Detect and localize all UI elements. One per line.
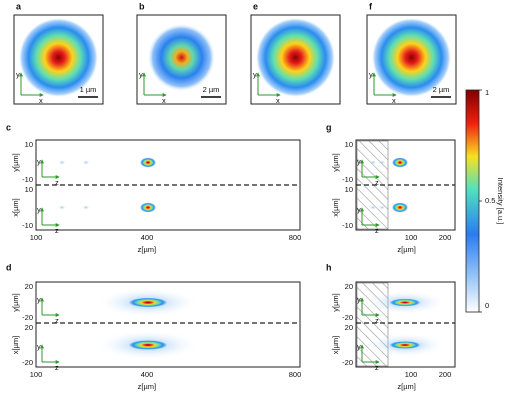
- beam-spot: [140, 202, 156, 213]
- x-tick-label: 100: [405, 370, 418, 379]
- beam-spot: [255, 17, 336, 98]
- scale-label: 2 µm: [203, 85, 220, 94]
- axis-letter: y: [369, 70, 373, 79]
- y-tick-label: -10: [22, 175, 33, 184]
- y-tick-label: 20: [345, 282, 353, 291]
- axis-letter: y: [357, 205, 361, 214]
- beam-faint: [58, 160, 66, 165]
- panel-label: e: [253, 1, 258, 11]
- axis-title: x[µm]: [11, 198, 20, 217]
- colorbar-tick-label: 1: [485, 88, 489, 97]
- panel-label: b: [139, 1, 145, 11]
- panel-label: g: [326, 122, 332, 132]
- axis-title: x[µm]: [331, 198, 340, 217]
- beam-spot: [128, 297, 168, 308]
- x-tick-label: 100: [405, 233, 418, 242]
- x-tick-label: 800: [289, 233, 302, 242]
- panel-label: d: [6, 262, 12, 272]
- x-tick-label: 100: [30, 233, 43, 242]
- colorbar-label: Intensity [a.u.]: [496, 178, 505, 225]
- axis-letter: y: [139, 70, 143, 79]
- beam-faint: [378, 205, 386, 210]
- axis-title: x[µm]: [11, 336, 20, 355]
- x-tick-label: 200: [439, 233, 452, 242]
- y-tick-label: 20: [25, 282, 33, 291]
- axis-letter: z: [55, 226, 59, 235]
- beam-spot: [18, 17, 99, 98]
- axis-letter: y: [253, 70, 257, 79]
- beam-faint: [369, 160, 377, 165]
- axis-letter: y: [357, 342, 361, 351]
- axis-letter: x: [39, 96, 43, 105]
- axis-title: y[µm]: [331, 293, 340, 312]
- y-tick-label: -20: [342, 313, 353, 322]
- y-tick-label: 10: [25, 140, 33, 149]
- axis-letter: y: [37, 295, 41, 304]
- scale-label: 2 µm: [433, 85, 450, 94]
- axis-letter: y: [37, 205, 41, 214]
- x-tick-label: 400: [141, 233, 154, 242]
- y-tick-label: -20: [22, 358, 33, 367]
- axis-letter: y: [357, 295, 361, 304]
- beam-spot: [147, 23, 216, 92]
- beam-faint: [369, 205, 377, 210]
- colorbar-tick-label: 0: [485, 301, 489, 310]
- panel-label: a: [16, 1, 22, 11]
- axis-title: y[µm]: [11, 293, 20, 312]
- y-tick-label: 10: [345, 140, 353, 149]
- axis-letter: x: [392, 96, 396, 105]
- x-tick-label: 400: [141, 370, 154, 379]
- axis-title: z[µm]: [397, 382, 416, 391]
- axis-letter: z: [55, 178, 59, 187]
- panel-label: c: [6, 122, 11, 132]
- axis-letter: x: [276, 96, 280, 105]
- axis-letter: z: [375, 226, 379, 235]
- y-tick-label: -20: [342, 358, 353, 367]
- axis-letter: y: [37, 157, 41, 166]
- panel-label: f: [369, 1, 373, 11]
- axis-letter: z: [55, 363, 59, 372]
- beam-spot: [371, 17, 452, 98]
- axis-title: z[µm]: [397, 245, 416, 254]
- scale-label: 1 µm: [80, 85, 97, 94]
- y-tick-label: 10: [25, 185, 33, 194]
- axis-letter: z: [375, 316, 379, 325]
- beam-spot: [392, 202, 408, 213]
- beam-spot: [128, 340, 168, 350]
- y-tick-label: -10: [22, 221, 33, 230]
- y-tick-label: -20: [22, 313, 33, 322]
- panel-label: h: [326, 262, 332, 272]
- beam-spot: [392, 157, 408, 168]
- beam-spot: [389, 298, 421, 307]
- axis-title: z[µm]: [138, 382, 157, 391]
- beam-spot: [389, 341, 421, 349]
- colorbar-tick-label: 0.5: [485, 196, 495, 205]
- axis-letter: y: [357, 157, 361, 166]
- axis-title: y[µm]: [11, 153, 20, 172]
- y-tick-label: 20: [25, 323, 33, 332]
- axis-letter: z: [55, 316, 59, 325]
- axis-letter: y: [37, 342, 41, 351]
- beam-faint: [82, 205, 90, 210]
- axis-letter: y: [16, 70, 20, 79]
- y-tick-label: 10: [345, 185, 353, 194]
- axis-title: x[µm]: [331, 336, 340, 355]
- axis-letter: x: [162, 96, 166, 105]
- axis-letter: z: [375, 363, 379, 372]
- axis-title: z[µm]: [138, 245, 157, 254]
- beam-faint: [82, 160, 90, 165]
- axis-letter: z: [375, 178, 379, 187]
- colorbar: [465, 89, 480, 313]
- x-tick-label: 800: [289, 370, 302, 379]
- beam-spot: [140, 157, 156, 168]
- y-tick-label: -10: [342, 175, 353, 184]
- beam-faint: [58, 205, 66, 210]
- x-tick-label: 200: [439, 370, 452, 379]
- x-tick-label: 100: [30, 370, 43, 379]
- y-tick-label: -10: [342, 221, 353, 230]
- beam-faint: [378, 160, 386, 165]
- axis-title: y[µm]: [331, 153, 340, 172]
- y-tick-label: 20: [345, 323, 353, 332]
